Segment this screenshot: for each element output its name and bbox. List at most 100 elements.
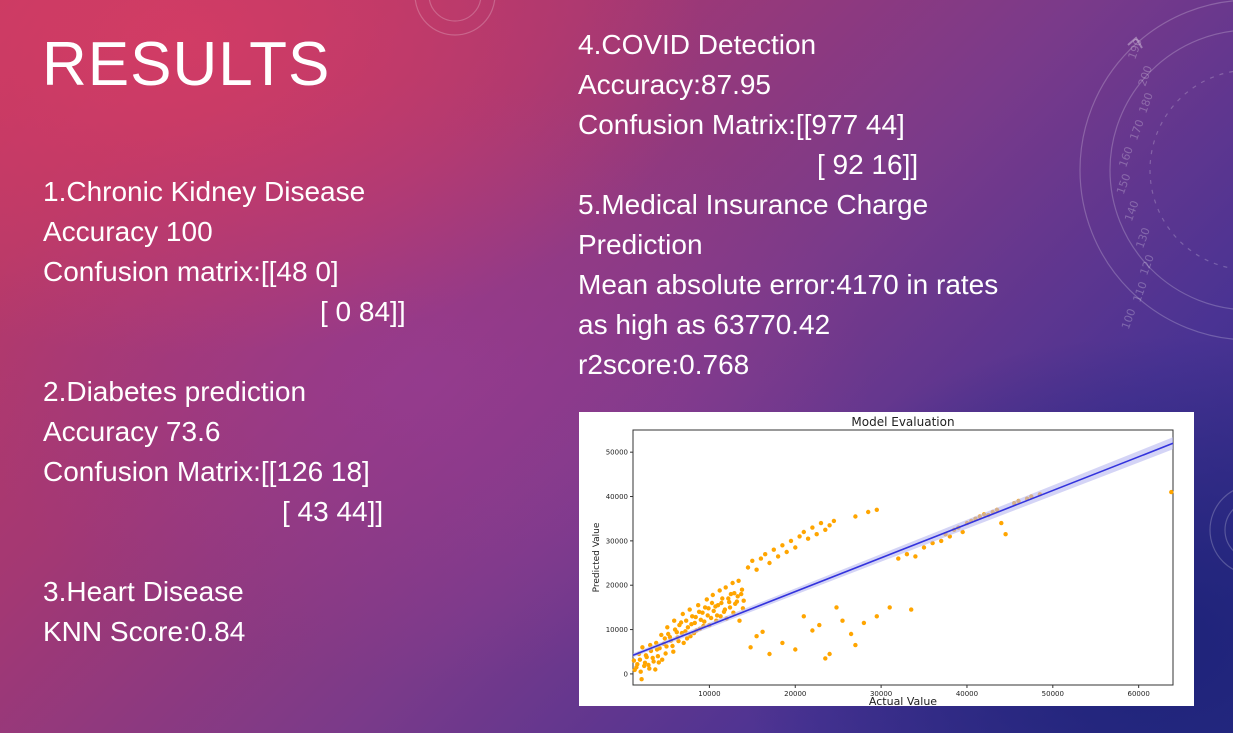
y-tick-label: 20000 [606, 582, 628, 590]
data-point [690, 614, 695, 619]
decor-tick-label: 180 [1137, 91, 1156, 115]
decor-tick-label: 130 [1134, 226, 1153, 250]
data-point [659, 632, 664, 638]
data-point [638, 669, 643, 674]
insurance-mae-line1: Mean absolute error:4170 in rates [578, 269, 999, 300]
data-point [700, 610, 705, 615]
data-point [848, 631, 854, 637]
diabetes-accuracy: Accuracy 73.6 [43, 416, 221, 447]
data-point [723, 585, 728, 590]
data-point [810, 628, 815, 633]
y-tick-label: 50000 [606, 449, 628, 457]
data-point [709, 600, 715, 606]
insurance-heading-line1: 5.Medical Insurance Charge [578, 189, 929, 220]
data-point [784, 549, 789, 555]
data-point [887, 605, 892, 610]
insurance-mae-line2: as high as 63770.42 [578, 309, 831, 340]
data-point [780, 543, 785, 548]
data-point [866, 509, 871, 515]
data-point [639, 677, 644, 682]
covid-accuracy: Accuracy:87.95 [578, 69, 771, 100]
data-point [823, 656, 828, 661]
data-point [651, 659, 656, 664]
data-point [674, 630, 679, 635]
results-left-column: 1.Chronic Kidney Disease Accuracy 100 Co… [43, 172, 463, 652]
data-point [730, 580, 735, 586]
data-point [736, 578, 741, 583]
decor-ring-small [1209, 490, 1233, 570]
data-point [771, 547, 776, 552]
decor-tick-label: 170 [1127, 118, 1146, 142]
data-point [853, 642, 858, 648]
data-point [687, 607, 692, 612]
data-point [660, 657, 665, 662]
data-point [640, 645, 645, 650]
data-point [754, 634, 759, 639]
data-point [767, 651, 772, 657]
covid-matrix-row1: Confusion Matrix:[[977 44] [578, 109, 905, 140]
data-point [827, 651, 832, 657]
data-point [801, 614, 806, 619]
data-point [678, 620, 684, 625]
data-point [702, 619, 707, 624]
chevron-decoration-icon [1127, 36, 1143, 49]
data-point [693, 614, 698, 620]
data-point [656, 660, 661, 665]
data-point [632, 667, 637, 673]
slide-title: RESULTS [42, 30, 331, 99]
data-point [827, 523, 832, 528]
data-point [681, 640, 686, 646]
data-point [708, 615, 714, 621]
data-point [631, 658, 637, 663]
data-point [706, 606, 711, 611]
data-point [662, 636, 667, 641]
data-point [939, 538, 944, 544]
data-point [834, 605, 839, 610]
data-point [758, 556, 764, 561]
kidney-matrix-row2: [ 0 84]] [320, 296, 406, 327]
x-axis-label: Actual Value [869, 695, 937, 706]
data-point [705, 613, 710, 618]
data-point [775, 554, 781, 559]
data-point [741, 598, 746, 603]
data-point [737, 618, 742, 623]
data-point [696, 603, 701, 608]
decor-tick-label: 190 [1126, 37, 1145, 61]
data-point [702, 605, 708, 610]
data-point [760, 629, 765, 634]
y-tick-label: 10000 [606, 626, 628, 634]
decor-ring-large-inner [1149, 70, 1233, 270]
data-point [861, 620, 867, 626]
data-point [840, 618, 845, 623]
data-point [913, 554, 918, 559]
data-point [874, 507, 879, 512]
data-point [670, 643, 675, 649]
data-point [646, 662, 651, 668]
data-point [739, 587, 745, 592]
data-point [692, 620, 697, 626]
x-tick-label: 20000 [784, 690, 806, 698]
data-point [711, 608, 716, 614]
data-point [635, 662, 640, 667]
y-tick-label: 0 [624, 670, 628, 678]
decor-tick-label: 150 [1114, 172, 1133, 196]
data-point [754, 567, 759, 572]
data-point [684, 636, 690, 641]
data-point [719, 600, 724, 606]
data-point [655, 654, 661, 659]
data-point [714, 613, 720, 618]
x-tick-label: 10000 [698, 690, 720, 698]
data-point [689, 622, 694, 627]
data-point [763, 552, 768, 557]
decor-tick-label: 110 [1131, 280, 1150, 304]
kidney-accuracy: Accuracy 100 [43, 216, 213, 247]
data-point [653, 667, 658, 672]
data-point [817, 622, 822, 628]
decor-tick-label: 160 [1117, 145, 1136, 169]
x-tick-label: 60000 [1128, 690, 1150, 698]
x-tick-label: 30000 [870, 690, 892, 698]
data-point [921, 545, 927, 550]
data-point [710, 592, 715, 598]
data-point [637, 657, 643, 662]
chart-title: Model Evaluation [851, 415, 954, 429]
